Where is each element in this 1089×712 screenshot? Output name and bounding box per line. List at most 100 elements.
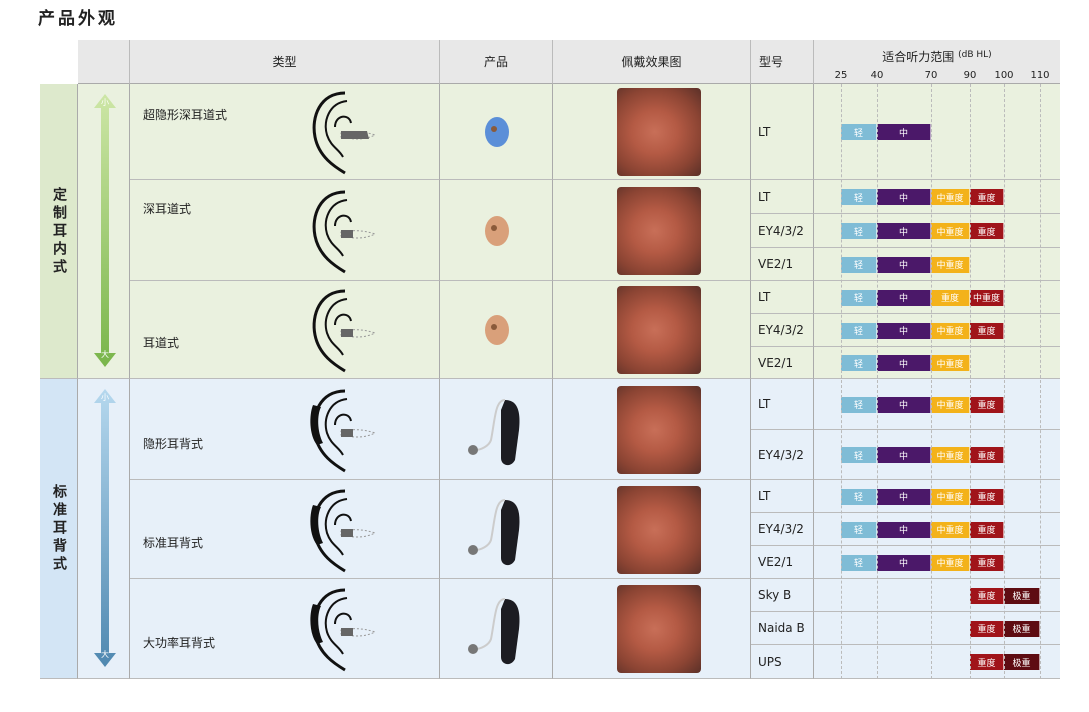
range-bar-segment: 轻 (841, 447, 877, 463)
range-bar-segment: 重度 (970, 223, 1004, 239)
range-bar-segment: 轻 (841, 322, 877, 339)
arrow-small-label: 小 (101, 98, 109, 107)
range-bar-segment: 中 (877, 189, 931, 205)
ear-illustration-icon (305, 87, 395, 181)
range-bar-segment: 轻 (841, 289, 877, 306)
range-bar-segment: 极重 (1004, 654, 1040, 670)
type-cell (130, 579, 440, 679)
gridline (931, 84, 932, 679)
product-cell (440, 480, 553, 579)
product-cell (440, 579, 553, 679)
header-model: 型号 (751, 40, 814, 84)
range-bar-segment: 中重度 (931, 396, 970, 413)
product-image (455, 490, 535, 574)
model-name: Sky B (751, 579, 814, 612)
header-wearing: 佩戴效果图 (553, 40, 751, 84)
wearing-photo (617, 385, 701, 474)
section-label: 定制耳内式 (51, 186, 67, 277)
header-range-title: 适合听力范围 (882, 50, 955, 64)
type-name: 深耳道式 (143, 202, 192, 216)
model-name: VE2/1 (751, 347, 814, 379)
type-name: 隐形耳背式 (143, 437, 204, 451)
type-name: 耳道式 (143, 336, 180, 350)
range-bar-segment: 重度 (970, 322, 1004, 339)
size-arrow-icon (94, 94, 116, 367)
size-arrow-icon (94, 389, 116, 667)
range-bar-segment: 轻 (841, 256, 877, 273)
range-bar-segment: 轻 (841, 521, 877, 538)
axis-tick-label: 90 (963, 70, 977, 81)
gridline (877, 84, 878, 679)
product-image (472, 107, 522, 161)
section-panel (40, 84, 78, 379)
range-bar-segment: 轻 (841, 488, 877, 505)
range-bar-segment: 重度 (970, 654, 1004, 670)
header-range-unit: (dB HL) (958, 50, 992, 60)
range-bar-segment: 中重度 (931, 447, 970, 463)
product-image (455, 589, 535, 673)
model-name: LT (751, 379, 814, 430)
section-label: 标准耳背式 (51, 484, 67, 574)
product-image (455, 390, 535, 474)
range-bar-segment: 中 (877, 554, 931, 571)
arrow-large-label: 大 (101, 350, 109, 359)
range-bar-segment: 中重度 (970, 289, 1004, 306)
header-blank (78, 40, 130, 84)
range-bar-segment: 重度 (970, 447, 1004, 463)
wearing-photo (617, 88, 701, 176)
model-name: LT (751, 180, 814, 214)
model-name: EY4/3/2 (751, 214, 814, 248)
product-image (472, 206, 522, 260)
ear-illustration-icon (305, 285, 395, 379)
range-bar-segment: 轻 (841, 396, 877, 413)
axis-tick-label: 25 (834, 70, 848, 81)
range-bar-segment: 中重度 (931, 521, 970, 538)
wearing-photo (617, 286, 701, 374)
range-bar-segment: 中重度 (931, 355, 970, 371)
type-name: 超隐形深耳道式 (143, 108, 228, 122)
range-bar-segment: 重度 (970, 189, 1004, 205)
range-bar-segment: 重度 (931, 289, 970, 306)
model-name: VE2/1 (751, 248, 814, 281)
type-cell (130, 180, 440, 281)
range-bar-segment: 中 (877, 488, 931, 505)
gridline (1040, 84, 1041, 679)
range-bar-segment: 中重度 (931, 554, 970, 571)
gridline (970, 84, 971, 679)
range-bar-segment: 中 (877, 396, 931, 413)
range-bar-segment: 轻 (841, 124, 877, 140)
product-cell (440, 379, 553, 480)
axis-tick-label: 70 (924, 70, 938, 81)
ear-illustration-icon (305, 385, 395, 479)
model-name: Naida B (751, 612, 814, 645)
range-bar-segment: 中 (877, 521, 931, 538)
model-name: LT (751, 84, 814, 180)
type-cell (130, 84, 440, 180)
model-name: EY4/3/2 (751, 314, 814, 347)
model-name: LT (751, 480, 814, 513)
range-bar-segment: 重度 (970, 620, 1004, 637)
range-bar-segment: 轻 (841, 554, 877, 571)
type-cell (130, 379, 440, 480)
range-bar-segment: 中 (877, 322, 931, 339)
range-bar-segment: 重度 (970, 521, 1004, 538)
ear-illustration-icon (305, 186, 395, 280)
arrow-large-label: 大 (101, 650, 109, 659)
range-bar-segment: 轻 (841, 189, 877, 205)
range-bar-segment: 轻 (841, 223, 877, 239)
range-bar-segment: 重度 (970, 488, 1004, 505)
range-bar-segment: 中重度 (931, 256, 970, 273)
range-bar-segment: 中 (877, 223, 931, 239)
range-bar-segment: 重度 (970, 554, 1004, 571)
model-name: EY4/3/2 (751, 430, 814, 480)
axis-tick-label: 110 (1030, 70, 1050, 81)
wearing-photo (617, 585, 701, 673)
wearing-photo (617, 485, 701, 574)
range-bar-segment: 极重 (1004, 587, 1040, 604)
arrow-small-label: 小 (101, 393, 109, 402)
model-name: EY4/3/2 (751, 513, 814, 546)
model-name: LT (751, 281, 814, 314)
range-bar-segment: 中重度 (931, 223, 970, 239)
page-title: 产品外观 (38, 9, 118, 29)
type-cell (130, 480, 440, 579)
